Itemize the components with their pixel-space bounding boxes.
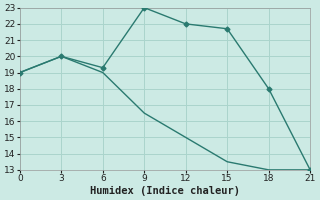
X-axis label: Humidex (Indice chaleur): Humidex (Indice chaleur) <box>90 186 240 196</box>
